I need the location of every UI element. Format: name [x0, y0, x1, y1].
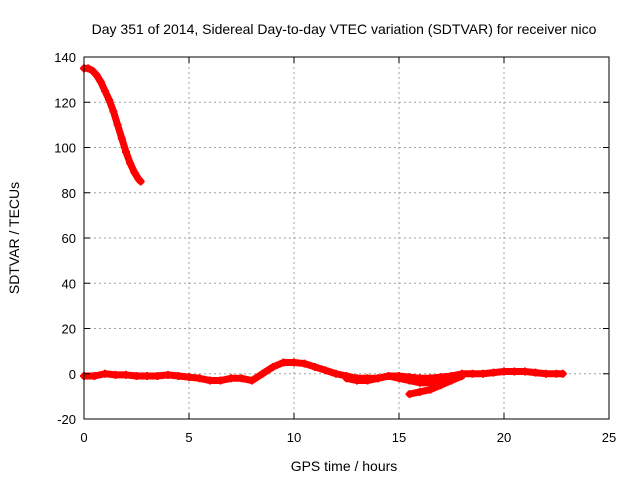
data-point	[117, 134, 126, 143]
data-point	[374, 374, 382, 383]
data-point	[84, 64, 93, 73]
y-tick-label: -20	[57, 412, 76, 427]
y-tick-label: 20	[62, 322, 76, 337]
data-point	[458, 372, 466, 381]
data-point	[195, 374, 204, 383]
data-point	[479, 369, 487, 378]
data-point	[489, 368, 498, 377]
data-point	[101, 369, 109, 378]
x-tick-label: 25	[602, 430, 616, 445]
y-tick-label: 0	[69, 367, 76, 382]
series-sdtvar-late-dip	[405, 372, 466, 399]
y-tick-label: 140	[54, 50, 76, 65]
data-point	[90, 372, 99, 381]
x-tick-label: 15	[392, 430, 406, 445]
data-point	[426, 385, 435, 394]
data-point	[248, 376, 256, 385]
x-tick-label: 0	[80, 430, 87, 445]
x-tick-label: 10	[287, 430, 301, 445]
data-point	[437, 381, 445, 390]
data-point	[321, 366, 330, 375]
series-sdtvar-early-segment	[80, 64, 145, 186]
data-point	[130, 168, 139, 177]
axis-ticks: -20 0 20 40 60 80 100 120 140 0 5 10 15 20 25	[54, 50, 616, 445]
data-point	[353, 376, 361, 385]
data-point	[109, 107, 118, 116]
data-point	[237, 374, 246, 383]
data-point	[185, 373, 193, 382]
y-tick-label: 80	[62, 186, 76, 201]
x-axis-title: GPS time / hours	[291, 458, 398, 474]
data-point	[311, 362, 319, 371]
data-point	[132, 372, 141, 381]
data-point	[416, 378, 424, 387]
series-band	[80, 64, 145, 185]
data-point	[122, 148, 130, 157]
grid-lines	[84, 57, 609, 419]
data-point	[216, 376, 225, 385]
data-point	[447, 376, 456, 385]
data-point	[96, 77, 105, 86]
data-point	[332, 369, 340, 378]
data-point	[531, 368, 540, 377]
data-point	[500, 367, 508, 376]
data-point	[105, 95, 114, 104]
data-point	[395, 374, 403, 383]
y-axis-title: SDTVAR / TECUs	[6, 182, 22, 294]
y-tick-label: 60	[62, 231, 76, 246]
data-point	[113, 120, 122, 129]
chart-title: Day 351 of 2014, Sidereal Day-to-day VTE…	[92, 21, 597, 37]
x-tick-label: 5	[185, 430, 192, 445]
data-point	[468, 369, 477, 378]
data-point	[174, 372, 183, 381]
data-point	[342, 374, 351, 383]
data-point	[300, 359, 309, 368]
data-point	[92, 71, 101, 80]
data-point	[101, 86, 109, 95]
data-point	[206, 376, 214, 385]
data-point	[164, 370, 172, 379]
data-point	[384, 372, 393, 381]
data-point	[136, 177, 145, 186]
data-point	[258, 369, 267, 378]
data-point	[405, 390, 414, 399]
series-sdtvar-overlap	[342, 372, 466, 387]
y-tick-label: 100	[54, 141, 76, 156]
data-point	[363, 376, 372, 385]
y-tick-label: 40	[62, 276, 76, 291]
data-point	[111, 370, 120, 379]
data-point	[426, 378, 435, 387]
data-series	[80, 64, 567, 399]
data-point	[122, 370, 130, 379]
data-point	[279, 358, 288, 367]
data-point	[542, 369, 550, 378]
series-band	[80, 358, 567, 385]
data-point	[416, 387, 424, 396]
x-tick-label: 20	[497, 430, 511, 445]
data-point	[143, 372, 151, 381]
series-sdtvar-main	[80, 358, 567, 385]
data-point	[126, 159, 135, 168]
data-point	[290, 358, 298, 367]
data-point	[558, 369, 567, 378]
data-point	[88, 66, 97, 75]
data-point	[227, 374, 235, 383]
data-point	[521, 367, 529, 376]
data-point	[510, 367, 519, 376]
data-point	[153, 372, 162, 381]
data-point	[405, 376, 414, 385]
data-point	[269, 362, 277, 371]
y-tick-label: 120	[54, 95, 76, 110]
